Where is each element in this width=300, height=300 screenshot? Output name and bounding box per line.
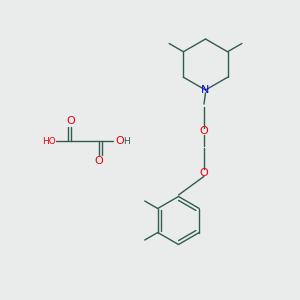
Text: O: O — [200, 168, 208, 178]
Text: O: O — [115, 136, 124, 146]
Text: N: N — [201, 85, 210, 95]
Text: H: H — [123, 136, 130, 146]
Text: O: O — [94, 156, 103, 166]
Text: HO: HO — [42, 136, 56, 146]
Text: O: O — [66, 116, 75, 126]
Text: O: O — [200, 126, 208, 136]
